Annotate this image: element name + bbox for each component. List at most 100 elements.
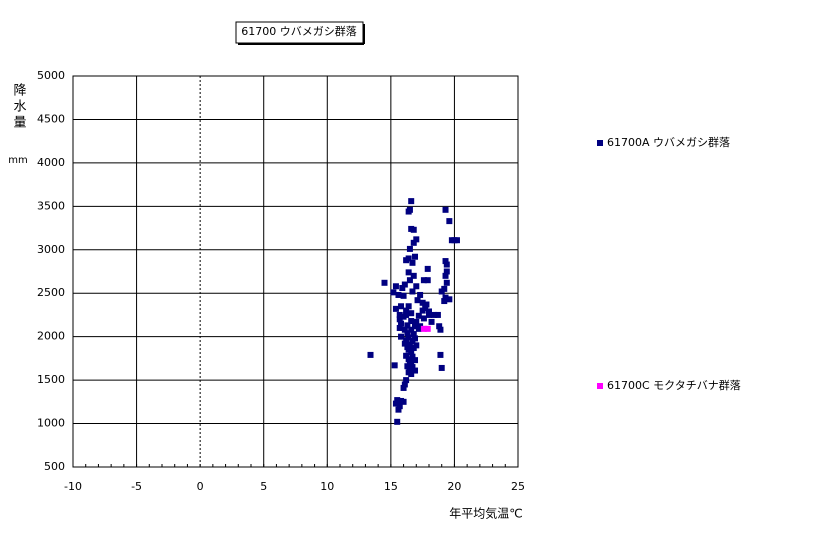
- point: [436, 323, 443, 330]
- point: [401, 340, 408, 347]
- point: [398, 303, 405, 310]
- point: [396, 311, 403, 318]
- point: [408, 318, 415, 325]
- point: [419, 299, 426, 306]
- x-tick-label: 20: [447, 480, 461, 493]
- point: [403, 377, 410, 384]
- y-tick-label: 2000: [37, 330, 65, 343]
- point: [408, 198, 415, 205]
- point: [412, 367, 419, 374]
- point: [410, 226, 417, 233]
- point: [396, 403, 403, 410]
- point: [415, 312, 422, 319]
- y-tick-label: 5000: [37, 69, 65, 82]
- x-tick-label: 25: [511, 480, 525, 493]
- point: [396, 316, 403, 323]
- point: [404, 322, 411, 329]
- point: [401, 281, 408, 288]
- point: [408, 310, 415, 317]
- point: [392, 400, 399, 407]
- point: [448, 237, 455, 244]
- point: [404, 363, 411, 370]
- point: [403, 352, 410, 359]
- point: [446, 296, 453, 303]
- point: [392, 283, 399, 290]
- point: [424, 277, 431, 284]
- point: [400, 292, 407, 299]
- point: [446, 218, 453, 225]
- point: [394, 397, 401, 404]
- y-tick-label: 4500: [37, 112, 65, 125]
- point: [410, 344, 417, 351]
- point: [414, 297, 421, 304]
- point: [401, 381, 408, 388]
- y-tick-label: 4000: [37, 156, 65, 169]
- point: [431, 311, 438, 318]
- point: [437, 351, 444, 358]
- x-tick-label: 5: [260, 480, 267, 493]
- point: [409, 353, 416, 360]
- y-tick-label: 2500: [37, 286, 65, 299]
- point: [426, 311, 432, 318]
- y-tick-label: 3500: [37, 199, 65, 212]
- point: [442, 272, 449, 279]
- point: [420, 325, 427, 332]
- plot-area: [72, 75, 519, 468]
- point: [424, 325, 431, 332]
- point: [403, 307, 410, 314]
- point: [398, 320, 405, 327]
- point: [420, 315, 427, 322]
- x-tick-label: 0: [197, 480, 204, 493]
- point: [410, 331, 417, 338]
- legend-marker: [597, 383, 603, 389]
- point: [423, 301, 430, 308]
- point: [434, 311, 441, 318]
- point: [400, 313, 407, 320]
- point: [406, 277, 413, 284]
- point: [417, 291, 424, 298]
- point: [408, 326, 415, 333]
- point: [443, 261, 450, 268]
- point: [438, 364, 445, 371]
- legend-label: 61700A ウバメガシ群落: [607, 135, 730, 149]
- point: [409, 338, 416, 345]
- point: [398, 333, 405, 340]
- point: [437, 326, 444, 333]
- x-tick-label: -5: [131, 480, 142, 493]
- point: [403, 257, 410, 264]
- point: [415, 325, 422, 332]
- point: [428, 318, 435, 325]
- point: [408, 360, 415, 367]
- point: [426, 308, 432, 315]
- point: [412, 323, 419, 330]
- point: [413, 236, 420, 243]
- point: [405, 269, 412, 276]
- point: [442, 294, 449, 301]
- point: [396, 324, 403, 331]
- point: [403, 337, 410, 344]
- chart-title: 61700 ウバメガシ群落: [241, 24, 357, 38]
- point: [399, 285, 406, 292]
- legend-marker: [597, 140, 603, 146]
- x-axis-label: 年平均気温℃: [449, 506, 522, 521]
- point: [381, 279, 388, 286]
- point: [400, 384, 407, 391]
- point: [424, 265, 431, 272]
- point: [406, 245, 413, 252]
- point: [409, 259, 416, 266]
- point: [441, 298, 448, 305]
- y-axis-label: 降水量: [11, 83, 27, 131]
- y-tick-label: 3000: [37, 243, 65, 256]
- point: [453, 237, 460, 244]
- point: [410, 272, 417, 279]
- point: [443, 268, 450, 275]
- point: [438, 288, 445, 295]
- point: [400, 398, 407, 405]
- y-tick-label: 1000: [37, 417, 65, 430]
- point: [395, 406, 402, 413]
- point: [409, 288, 416, 295]
- point: [408, 371, 415, 378]
- point: [405, 303, 412, 310]
- point: [394, 418, 401, 425]
